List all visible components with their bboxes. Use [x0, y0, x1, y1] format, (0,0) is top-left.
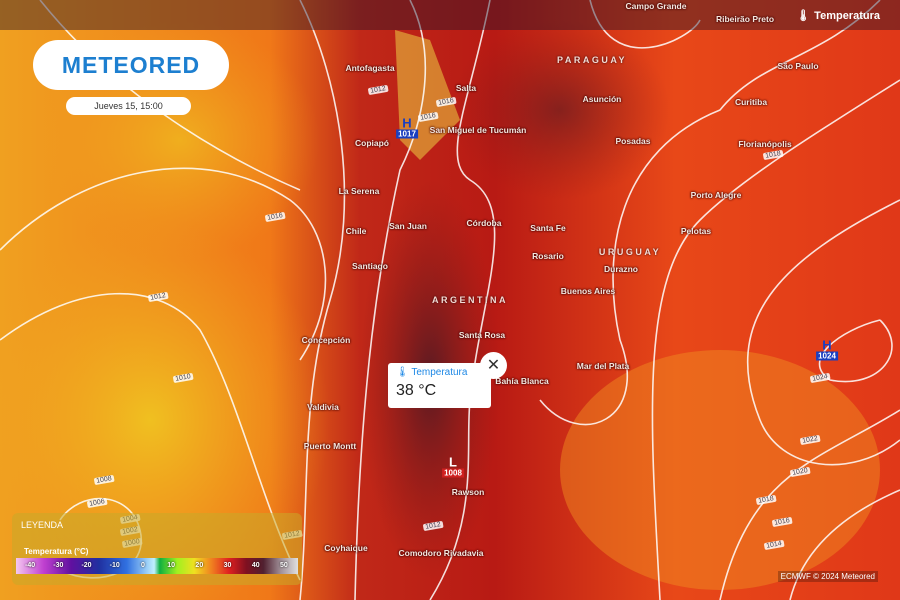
- pressure-value: 1024: [816, 351, 838, 361]
- scale-tick: 40: [251, 562, 260, 569]
- scale-tick: -30: [53, 562, 64, 569]
- city-label: Asunción: [582, 94, 622, 104]
- city-label: Ribeirão Preto: [715, 14, 775, 24]
- scale-tick: 0: [140, 562, 145, 569]
- brand-name: METEORED: [61, 51, 201, 78]
- pressure-type: H: [402, 115, 412, 131]
- scale-tick: 50: [280, 562, 288, 569]
- pressure-value: 1017: [396, 129, 418, 139]
- city-label: Santa Fe: [530, 223, 566, 233]
- city-label: La Serena: [338, 186, 380, 196]
- low-pressure-center: L 1008: [442, 454, 464, 478]
- city-label: Rawson: [451, 487, 485, 497]
- layer-label: Temperatura: [814, 9, 880, 22]
- forecast-date[interactable]: Jueves 15, 15:00: [66, 97, 191, 115]
- thermometer-icon: 🌡: [796, 10, 811, 22]
- legend-subtitle: Temperatura (°C): [24, 547, 89, 556]
- pressure-type: H: [822, 337, 832, 353]
- city-label: Pelotas: [680, 226, 712, 236]
- credit: ECMWF © 2024 Meteored: [777, 571, 878, 582]
- city-label: Coyhaique: [324, 543, 368, 553]
- thermometer-icon: 🌡: [396, 367, 409, 378]
- city-label: San Miguel de Tucumán: [429, 125, 527, 135]
- city-label: Bahía Blanca: [495, 376, 549, 386]
- city-label: Chile: [345, 226, 367, 236]
- pressure-value: 1008: [442, 468, 464, 478]
- city-label: San Juan: [389, 221, 427, 231]
- city-label: Copiapó: [355, 138, 389, 148]
- scale-tick: 20: [195, 562, 204, 569]
- scale-tick: 30: [223, 562, 232, 569]
- city-label: Antofagasta: [345, 63, 395, 73]
- city-label: Mar del Plata: [576, 361, 630, 371]
- city-label: Posadas: [615, 136, 651, 146]
- scale-tick: -10: [109, 562, 120, 569]
- layer-selector[interactable]: 🌡 Temperatura: [796, 9, 880, 23]
- city-label: Comodoro Rivadavia: [398, 548, 484, 558]
- scale-tick: 10: [167, 562, 176, 569]
- city-label: Campo Grande: [625, 1, 687, 11]
- city-label: Santiago: [352, 261, 388, 271]
- city-label: Valdivia: [307, 402, 339, 412]
- close-icon[interactable]: ✕: [480, 352, 507, 379]
- city-label: Curitiba: [734, 97, 768, 107]
- high-pressure-center: H 1017: [396, 115, 418, 139]
- city-label: Rosario: [532, 251, 564, 261]
- scale-tick: -40: [25, 562, 36, 569]
- city-label: Puerto Montt: [303, 441, 357, 451]
- top-bar: [0, 0, 900, 30]
- city-label: Durazno: [604, 264, 638, 274]
- popup-title: Temperatura: [411, 367, 468, 378]
- country-label: ARGENTINA: [432, 295, 508, 305]
- city-label: Concepción: [301, 335, 351, 345]
- city-label: Buenos Aires: [560, 286, 616, 296]
- temperature-popup: 🌡 Temperatura 38 °C: [388, 363, 491, 408]
- country-label: URUGUAY: [598, 247, 662, 257]
- temperature-color-scale: -40 -30 -20 -10 0 10 20 30 40 50: [16, 558, 298, 574]
- city-label: Porto Alegre: [690, 190, 742, 200]
- meteored-logo[interactable]: METEORED: [33, 40, 229, 90]
- country-label: PARAGUAY: [556, 55, 628, 65]
- city-label: São Paulo: [777, 61, 819, 71]
- legend-title: LEYENDA: [21, 520, 64, 530]
- legend: LEYENDA Temperatura (°C) -40 -30 -20 -10…: [12, 513, 302, 585]
- scale-tick: -20: [81, 562, 92, 569]
- pressure-type: L: [449, 454, 457, 470]
- city-label: Santa Rosa: [458, 330, 506, 340]
- city-label: Florianópolis: [738, 139, 792, 149]
- high-pressure-center: H 1024: [816, 337, 838, 361]
- popup-value: 38 °C: [396, 382, 437, 399]
- city-label: Córdoba: [466, 218, 502, 228]
- city-label: Salta: [455, 83, 477, 93]
